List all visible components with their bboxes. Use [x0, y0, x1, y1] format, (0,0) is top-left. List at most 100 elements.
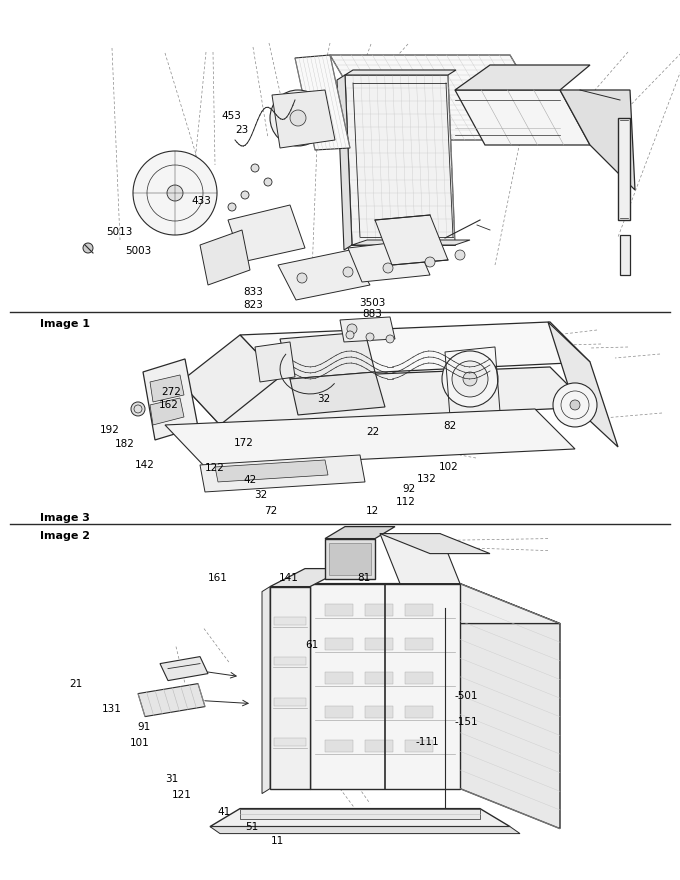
Polygon shape [325, 539, 375, 579]
Polygon shape [345, 75, 455, 245]
Polygon shape [240, 809, 480, 818]
Circle shape [251, 164, 259, 172]
Circle shape [463, 372, 477, 386]
Polygon shape [215, 460, 328, 482]
Polygon shape [278, 250, 370, 300]
Polygon shape [295, 55, 350, 150]
Circle shape [452, 361, 488, 397]
Text: 32: 32 [317, 393, 330, 404]
Text: Image 3: Image 3 [40, 512, 90, 523]
Circle shape [553, 383, 597, 427]
Circle shape [346, 331, 354, 339]
Text: 162: 162 [158, 400, 179, 410]
Polygon shape [365, 672, 393, 684]
Circle shape [455, 250, 465, 260]
Text: 141: 141 [278, 573, 299, 583]
Polygon shape [345, 70, 456, 75]
Text: 21: 21 [69, 678, 83, 689]
Polygon shape [200, 230, 250, 285]
Polygon shape [310, 583, 460, 788]
Circle shape [425, 257, 435, 267]
Text: 172: 172 [233, 437, 254, 448]
Polygon shape [165, 409, 575, 467]
Polygon shape [618, 118, 630, 220]
Text: 41: 41 [218, 807, 231, 818]
Polygon shape [365, 604, 393, 616]
Polygon shape [375, 215, 448, 265]
Polygon shape [210, 809, 510, 826]
Polygon shape [325, 604, 353, 616]
Polygon shape [325, 672, 353, 684]
Polygon shape [150, 375, 184, 402]
Polygon shape [180, 335, 280, 425]
Text: 433: 433 [191, 195, 211, 206]
Text: 91: 91 [137, 722, 151, 732]
Text: -111: -111 [415, 737, 439, 747]
Text: 453: 453 [221, 111, 241, 121]
Circle shape [570, 400, 580, 410]
Text: 3503: 3503 [360, 297, 386, 308]
Polygon shape [274, 698, 306, 706]
Text: 132: 132 [417, 473, 437, 484]
Circle shape [297, 273, 307, 283]
Circle shape [241, 191, 249, 199]
Polygon shape [262, 587, 270, 794]
Polygon shape [255, 342, 295, 382]
Polygon shape [228, 205, 305, 262]
Polygon shape [560, 90, 635, 190]
Polygon shape [325, 638, 353, 650]
Circle shape [383, 263, 393, 273]
Circle shape [290, 110, 306, 126]
Polygon shape [290, 372, 385, 415]
Polygon shape [270, 568, 345, 587]
Circle shape [366, 333, 374, 341]
Text: 833: 833 [243, 287, 264, 297]
Text: 5013: 5013 [107, 227, 133, 238]
Polygon shape [405, 707, 433, 718]
Polygon shape [348, 240, 430, 282]
Polygon shape [460, 583, 560, 829]
Text: 161: 161 [207, 573, 228, 583]
Polygon shape [143, 359, 198, 440]
Text: 61: 61 [305, 640, 318, 650]
Polygon shape [200, 455, 365, 492]
Polygon shape [365, 707, 393, 718]
Text: 81: 81 [357, 573, 371, 583]
Polygon shape [150, 398, 184, 425]
Text: 72: 72 [264, 506, 277, 517]
Polygon shape [405, 604, 433, 616]
Text: 102: 102 [439, 462, 459, 473]
Polygon shape [340, 317, 395, 342]
Polygon shape [274, 657, 306, 665]
Polygon shape [210, 826, 520, 833]
Circle shape [270, 90, 326, 146]
Polygon shape [240, 322, 590, 377]
Polygon shape [337, 75, 352, 250]
Circle shape [442, 351, 498, 407]
Text: 101: 101 [129, 737, 150, 748]
Circle shape [167, 185, 183, 201]
Polygon shape [620, 235, 630, 275]
Polygon shape [365, 638, 393, 650]
Text: -501: -501 [455, 691, 478, 701]
Text: Image 2: Image 2 [40, 531, 90, 540]
Polygon shape [380, 533, 490, 554]
Text: 131: 131 [102, 704, 122, 715]
Polygon shape [325, 707, 353, 718]
Polygon shape [310, 583, 560, 624]
Polygon shape [455, 65, 590, 90]
Polygon shape [455, 90, 590, 145]
Text: 92: 92 [402, 484, 415, 495]
Polygon shape [325, 526, 395, 539]
Text: 31: 31 [165, 774, 178, 784]
Circle shape [347, 324, 357, 334]
Text: 823: 823 [243, 300, 264, 311]
Polygon shape [274, 617, 306, 625]
Text: -151: -151 [455, 716, 478, 727]
Text: 121: 121 [172, 789, 192, 800]
Text: 192: 192 [100, 425, 120, 436]
Text: 112: 112 [396, 496, 416, 507]
Polygon shape [405, 638, 433, 650]
Text: 272: 272 [161, 387, 182, 398]
Polygon shape [325, 740, 353, 752]
